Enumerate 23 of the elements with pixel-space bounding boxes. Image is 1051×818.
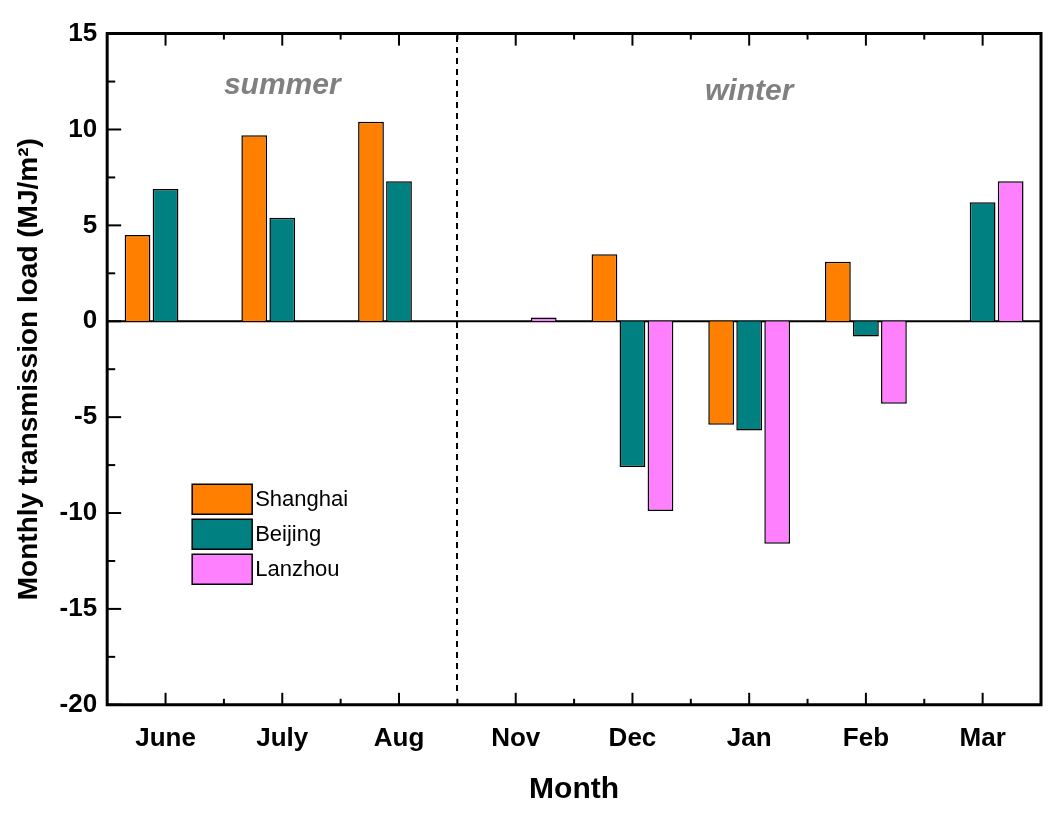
y-tick-label: -15 xyxy=(59,592,98,623)
y-tick-label: 10 xyxy=(68,112,98,143)
x-tick-label: Mar xyxy=(959,721,1006,752)
y-tick-label: 0 xyxy=(82,304,98,335)
x-tick-label: July xyxy=(256,721,309,752)
legend-label: Lanzhou xyxy=(255,556,340,582)
x-tick-label: Dec xyxy=(608,721,657,752)
x-tick-label: Nov xyxy=(491,721,541,752)
x-tick-label: June xyxy=(135,721,196,752)
annotation: winter xyxy=(705,72,796,106)
y-tick-label: -5 xyxy=(74,400,98,431)
x-tick-label: Feb xyxy=(842,721,890,752)
y-tick-label: -10 xyxy=(59,496,98,527)
x-tick-label: Aug xyxy=(373,721,425,752)
x-axis-title: Month xyxy=(529,771,620,805)
y-axis-title: Monthly transmission load (MJ/m²) xyxy=(11,138,43,601)
x-tick-label: Jan xyxy=(726,721,772,752)
annotation: summer xyxy=(223,66,343,100)
y-tick-label: 15 xyxy=(68,16,98,47)
y-tick-label: 5 xyxy=(82,208,98,239)
legend-label: Beijing xyxy=(255,521,322,547)
y-tick-label: -20 xyxy=(59,687,98,718)
legend-label: Shanghai xyxy=(255,486,349,512)
